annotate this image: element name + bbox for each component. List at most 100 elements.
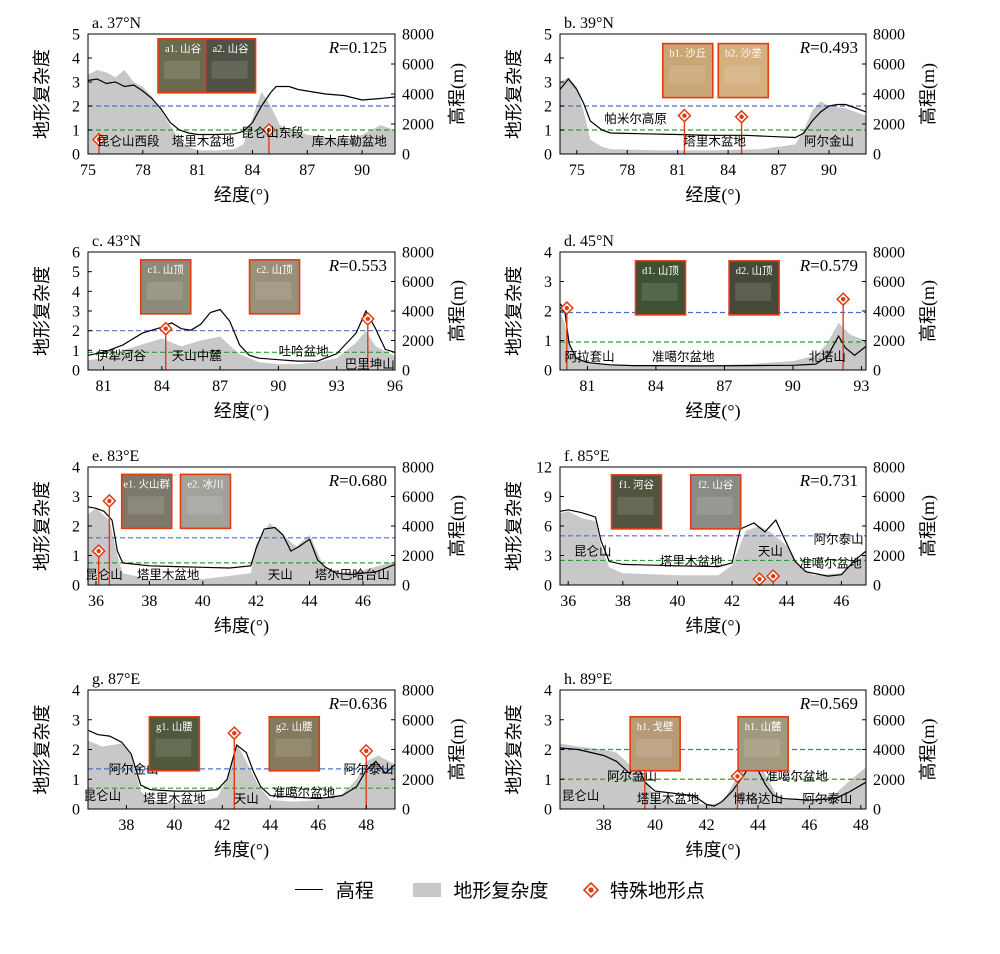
y2-tick-label: 8000 xyxy=(873,27,905,44)
y-axis-label: 地形复杂度 xyxy=(504,481,524,571)
y-axis-label: 地形复杂度 xyxy=(504,705,524,795)
region-label: 阿尔金山 xyxy=(109,761,159,776)
y-tick-label: 1 xyxy=(544,333,552,350)
x-tick-label: 38 xyxy=(615,593,631,610)
region-label: 昆仑山 xyxy=(562,789,600,803)
inset-label: c1. 山顶 xyxy=(148,264,185,276)
complexity-area xyxy=(560,511,866,585)
y-tick-label: 1 xyxy=(72,772,80,789)
inset-photo: b1. 沙丘 xyxy=(661,42,714,99)
inset-photo-texture xyxy=(275,738,312,757)
special-point-dot xyxy=(365,316,370,322)
legend: 高程 地形复杂度 特殊地形点 xyxy=(0,876,1000,903)
inset-photo-texture xyxy=(617,496,654,515)
region-label: 吐哈盆地 xyxy=(279,344,330,358)
x-tick-label: 46 xyxy=(801,817,817,834)
inset-photo: h1. 山麓 xyxy=(737,715,789,772)
y2-tick-label: 6000 xyxy=(402,274,434,291)
region-label: 天山中麓 xyxy=(172,348,223,363)
region-label: 阿尔金山 xyxy=(607,769,657,784)
x-tick-label: 81 xyxy=(670,162,686,179)
x-axis-label: 纬度(°) xyxy=(214,616,269,637)
region-label: 昆仑山 xyxy=(84,789,122,803)
region-label: 准噶尔盆地 xyxy=(765,769,828,784)
inset-label: h1. 山麓 xyxy=(745,720,782,733)
special-point-dot xyxy=(232,730,237,736)
region-label: 昆仑山 xyxy=(85,568,123,582)
special-point-dot xyxy=(682,113,687,118)
inset-label: a1. 山谷 xyxy=(165,43,202,55)
y-axis-label: 地形复杂度 xyxy=(504,49,524,139)
y-tick-label: 6 xyxy=(72,245,80,262)
complexity-area xyxy=(88,740,395,809)
x-tick-label: 93 xyxy=(329,378,345,395)
panel-title: g. 87°E xyxy=(92,671,140,688)
region-label: 北塔山 xyxy=(808,350,846,364)
y2-axis-label: 高程(m) xyxy=(918,280,939,342)
inset-photo-frame xyxy=(179,473,232,530)
y-tick-label: 3 xyxy=(72,304,80,321)
y2-tick-label: 4000 xyxy=(873,742,905,759)
inset-photo-texture xyxy=(735,282,772,301)
y2-tick-label: 0 xyxy=(402,578,410,595)
x-tick-label: 90 xyxy=(821,162,837,179)
region-label: 塔里木盆地 xyxy=(637,792,700,806)
inset-label: h1. 戈壁 xyxy=(637,720,674,733)
special-point-dot xyxy=(107,498,112,504)
x-tick-label: 40 xyxy=(647,817,663,834)
y-tick-label: 3 xyxy=(544,548,552,565)
y-tick-label: 6 xyxy=(544,519,552,536)
y2-tick-label: 0 xyxy=(873,363,881,380)
region-label: 天山 xyxy=(268,568,293,582)
y2-tick-label: 4000 xyxy=(873,87,905,104)
x-tick-label: 87 xyxy=(212,378,228,395)
complexity-area xyxy=(560,311,866,370)
y-tick-label: 4 xyxy=(72,683,80,700)
x-tick-label: 44 xyxy=(302,593,318,610)
inset-photo-texture xyxy=(668,65,705,84)
y-tick-label: 0 xyxy=(544,147,552,164)
special-point-dot xyxy=(770,573,776,579)
correlation-label: R=0.636 xyxy=(328,694,387,713)
elevation-line xyxy=(87,78,396,136)
x-tick-label: 38 xyxy=(141,593,157,610)
x-tick-label: 42 xyxy=(214,817,230,834)
inset-photo-texture xyxy=(724,65,761,84)
region-label: 阿尔泰山 xyxy=(802,791,852,806)
legend-elevation-swatch xyxy=(295,889,324,890)
x-tick-label: 38 xyxy=(596,817,612,834)
y-axis-label: 地形复杂度 xyxy=(32,49,52,139)
x-tick-label: 40 xyxy=(669,593,685,610)
special-point-dot xyxy=(364,748,369,754)
inset-photo-frame xyxy=(204,37,257,94)
x-tick-label: 84 xyxy=(244,162,260,179)
y2-axis-label: 高程(m) xyxy=(447,495,468,557)
inset-photo-frame xyxy=(148,715,201,772)
inset-photo: b2. 沙垄 xyxy=(717,42,770,99)
x-tick-label: 90 xyxy=(270,378,286,395)
x-axis-label: 纬度(°) xyxy=(214,840,269,861)
correlation-label: R=0.569 xyxy=(799,694,858,713)
region-label: 昆仑山东段 xyxy=(241,125,304,140)
x-tick-label: 44 xyxy=(779,593,795,610)
y-tick-label: 0 xyxy=(544,802,552,819)
y-tick-label: 1 xyxy=(72,548,80,565)
inset-photo: g1. 山腰 xyxy=(148,715,201,772)
x-tick-label: 36 xyxy=(560,593,576,610)
y2-tick-label: 0 xyxy=(402,363,410,380)
inset-photo-texture xyxy=(211,60,248,79)
inset-photo: c1. 山顶 xyxy=(139,259,192,315)
special-point-dot xyxy=(739,114,744,120)
y2-tick-label: 4000 xyxy=(402,742,434,759)
inset-photo: e2. 冰川 xyxy=(179,473,232,530)
x-tick-label: 84 xyxy=(154,378,170,395)
y2-tick-label: 8000 xyxy=(402,683,434,700)
y-tick-label: 1 xyxy=(544,772,552,789)
y-tick-label: 3 xyxy=(544,75,552,92)
region-label: 塔里木盆地 xyxy=(172,135,235,149)
y-tick-label: 3 xyxy=(72,489,80,506)
